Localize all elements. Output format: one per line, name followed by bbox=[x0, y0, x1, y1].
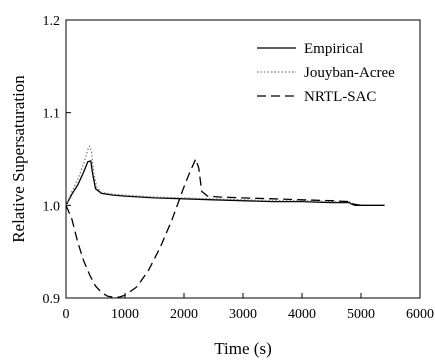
y-tick-label: 1.1 bbox=[43, 107, 61, 122]
x-axis-ticks: 0 1000 2000 3000 4000 5000 6000 bbox=[63, 293, 434, 322]
x-tick-label: 4000 bbox=[288, 307, 316, 322]
series-line-jouyban-acree bbox=[65, 145, 362, 206]
x-tick-label: 2000 bbox=[170, 307, 198, 322]
x-tick-label: 0 bbox=[63, 307, 70, 322]
y-axis-ticks: 0.9 1.0 1.1 1.2 bbox=[43, 14, 71, 307]
x-tick-label: 3000 bbox=[229, 307, 257, 322]
y-axis-label: Relative Supersaturation bbox=[9, 75, 28, 243]
x-axis-label: Time (s) bbox=[214, 339, 271, 358]
legend-label: Jouyban-Acree bbox=[304, 65, 395, 81]
x-tick-label: 6000 bbox=[406, 307, 434, 322]
series-layer bbox=[65, 145, 385, 298]
plot-frame bbox=[65, 19, 421, 299]
legend-label: NRTL-SAC bbox=[304, 89, 376, 105]
plot-area bbox=[65, 19, 421, 299]
x-tick-label: 5000 bbox=[347, 307, 375, 322]
x-tick-label: 1000 bbox=[111, 307, 139, 322]
series-line-nrtl-sac bbox=[65, 158, 362, 298]
y-tick-label: 1.2 bbox=[43, 14, 61, 29]
legend: Empirical Jouyban-Acree NRTL-SAC bbox=[257, 41, 395, 105]
y-tick-label: 0.9 bbox=[43, 292, 61, 307]
y-tick-label: 1.0 bbox=[43, 199, 61, 214]
series-line-empirical bbox=[65, 160, 385, 206]
legend-label: Empirical bbox=[304, 41, 363, 57]
